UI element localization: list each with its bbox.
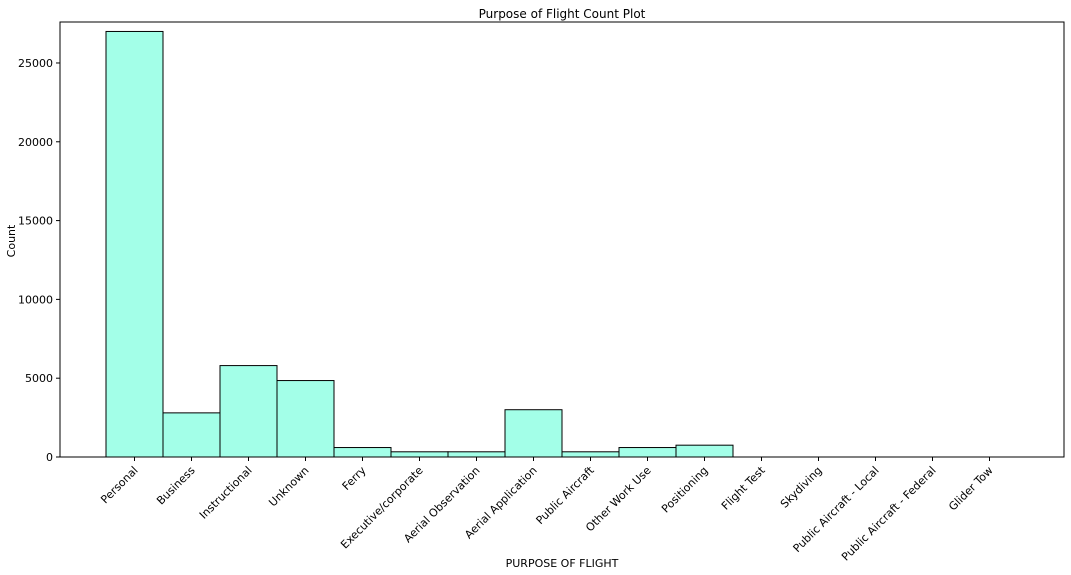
x-axis: Personal Business Instructional Unknown Ferr…	[98, 457, 996, 564]
x-tick-label: Instructional	[197, 464, 255, 522]
bar-ferry	[333, 447, 392, 458]
x-tick-label: Public Aircraft - Federal	[839, 464, 939, 564]
y-tick-label: 5000	[25, 372, 53, 385]
bar-aerial-observation	[447, 451, 506, 458]
x-tick-label: Ferry	[340, 464, 369, 493]
chart-title: Purpose of Flight Count Plot	[479, 7, 646, 21]
bar-personal	[105, 30, 164, 458]
bar-business	[162, 412, 221, 458]
x-tick-label: Glider Tow	[946, 464, 995, 513]
x-tick-label: Unknown	[266, 464, 311, 509]
x-tick-label: Personal	[98, 464, 140, 506]
bar-other-work-use	[618, 447, 677, 458]
bars-group	[105, 30, 734, 458]
bar-aerial-application	[504, 409, 563, 458]
y-axis-label: Count	[5, 224, 18, 257]
x-tick-label: Flight Test	[719, 463, 768, 512]
x-tick-label: Business	[154, 464, 198, 508]
y-tick-label: 20000	[18, 136, 53, 149]
y-tick-label: 0	[46, 451, 53, 464]
y-tick-label: 15000	[18, 215, 53, 228]
y-tick-label: 10000	[18, 293, 53, 306]
bar-instructional	[219, 365, 278, 458]
plot-frame	[59, 21, 1065, 458]
bar-executive-corporate	[390, 451, 449, 458]
y-tick-label: 25000	[18, 57, 53, 70]
bar-unknown	[276, 380, 335, 458]
bar-public-aircraft	[561, 451, 620, 458]
bar-positioning	[675, 444, 734, 458]
x-tick-label: Public Aircraft	[534, 463, 598, 527]
x-tick-label: Positioning	[659, 464, 711, 516]
x-axis-label: PURPOSE OF FLIGHT	[506, 557, 619, 570]
x-tick-label: Skydiving	[778, 464, 825, 511]
y-axis: 0 5000 10000 15000 20000 25000	[18, 57, 60, 464]
